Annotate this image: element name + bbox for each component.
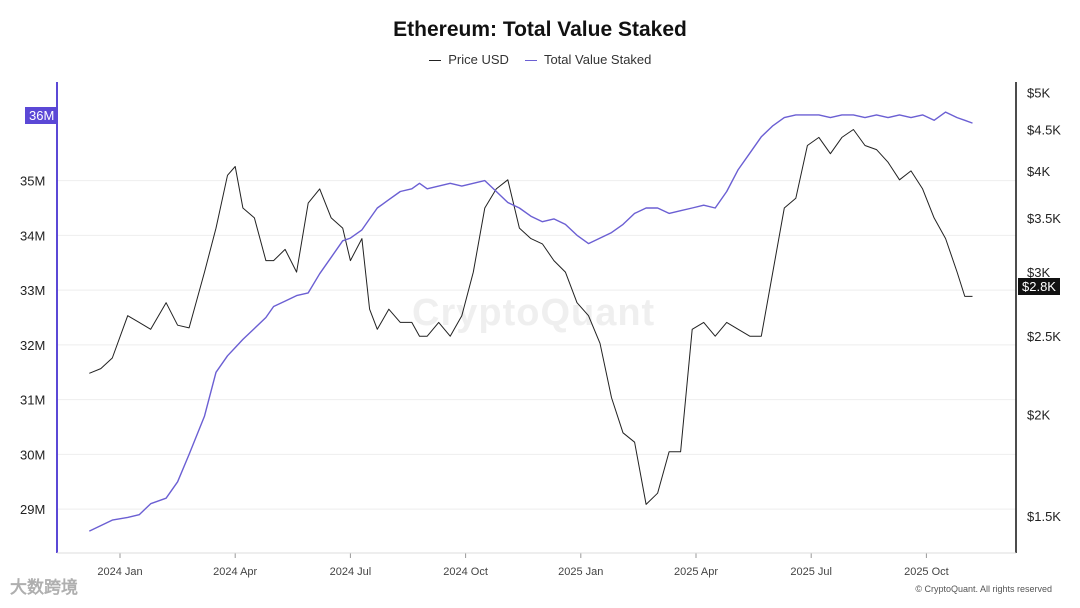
- series-price-usd[interactable]: [89, 129, 973, 505]
- chart-title: Ethereum: Total Value Staked: [393, 18, 687, 41]
- x-tick-label: 2024 Jan: [97, 566, 142, 578]
- right-tick-label: $3.5K: [1027, 211, 1061, 226]
- series-total-value-staked[interactable]: [88, 111, 973, 532]
- legend-swatch-price: [428, 60, 441, 62]
- x-tick-label: 2025 Apr: [674, 566, 718, 578]
- x-tick-label: 2025 Jan: [558, 566, 603, 578]
- chart-legend: Price USD Total Value Staked: [0, 52, 1080, 67]
- legend-item-staked[interactable]: Total Value Staked: [524, 52, 652, 67]
- grid-lines: [57, 180, 1016, 510]
- legend-label-staked: Total Value Staked: [543, 52, 652, 67]
- watermark: CryptoQuant: [412, 292, 656, 334]
- left-tick-label: 32M: [20, 338, 45, 353]
- right-tick-label: $1.5K: [1027, 509, 1061, 524]
- left-tick-label: 35M: [20, 174, 45, 189]
- legend-item-price[interactable]: Price USD: [428, 52, 509, 67]
- x-tick-label: 2024 Apr: [213, 566, 257, 578]
- right-tick-label: $4K: [1027, 164, 1050, 179]
- left-tick-label: 29M: [20, 502, 45, 517]
- series-lines[interactable]: [88, 111, 973, 532]
- left-tick-label: 31M: [20, 393, 45, 408]
- left-tick-label: 34M: [20, 228, 45, 243]
- left-tick-label: 33M: [20, 283, 45, 298]
- right-tick-label: $4.5K: [1027, 122, 1061, 137]
- axes: [56, 82, 1017, 558]
- right-tick-label: $2K: [1027, 408, 1050, 423]
- legend-swatch-staked: [524, 60, 537, 62]
- x-tick-label: 2025 Jul: [790, 566, 832, 578]
- x-tick-label: 2024 Oct: [443, 566, 488, 578]
- legend-label-price: Price USD: [448, 52, 509, 67]
- current-price-badge: $2.8K: [1018, 278, 1060, 295]
- current-staked-badge: 36M: [25, 107, 59, 124]
- left-tick-label: 30M: [20, 447, 45, 462]
- x-tick-label: 2025 Oct: [904, 566, 949, 578]
- right-tick-label: $2.5K: [1027, 329, 1061, 344]
- x-tick-label: 2024 Jul: [330, 566, 372, 578]
- right-tick-label: $5K: [1027, 85, 1050, 100]
- right-tick-label: $3K: [1027, 265, 1050, 280]
- copyright-text: © CryptoQuant. All rights reserved: [915, 584, 1052, 594]
- tick-labels: 29M 30M 31M 32M 33M 34M 35M $1.5K $2K $2.5K $3K $3.…: [20, 85, 1061, 578]
- brand-mark: 大数跨境: [10, 578, 78, 597]
